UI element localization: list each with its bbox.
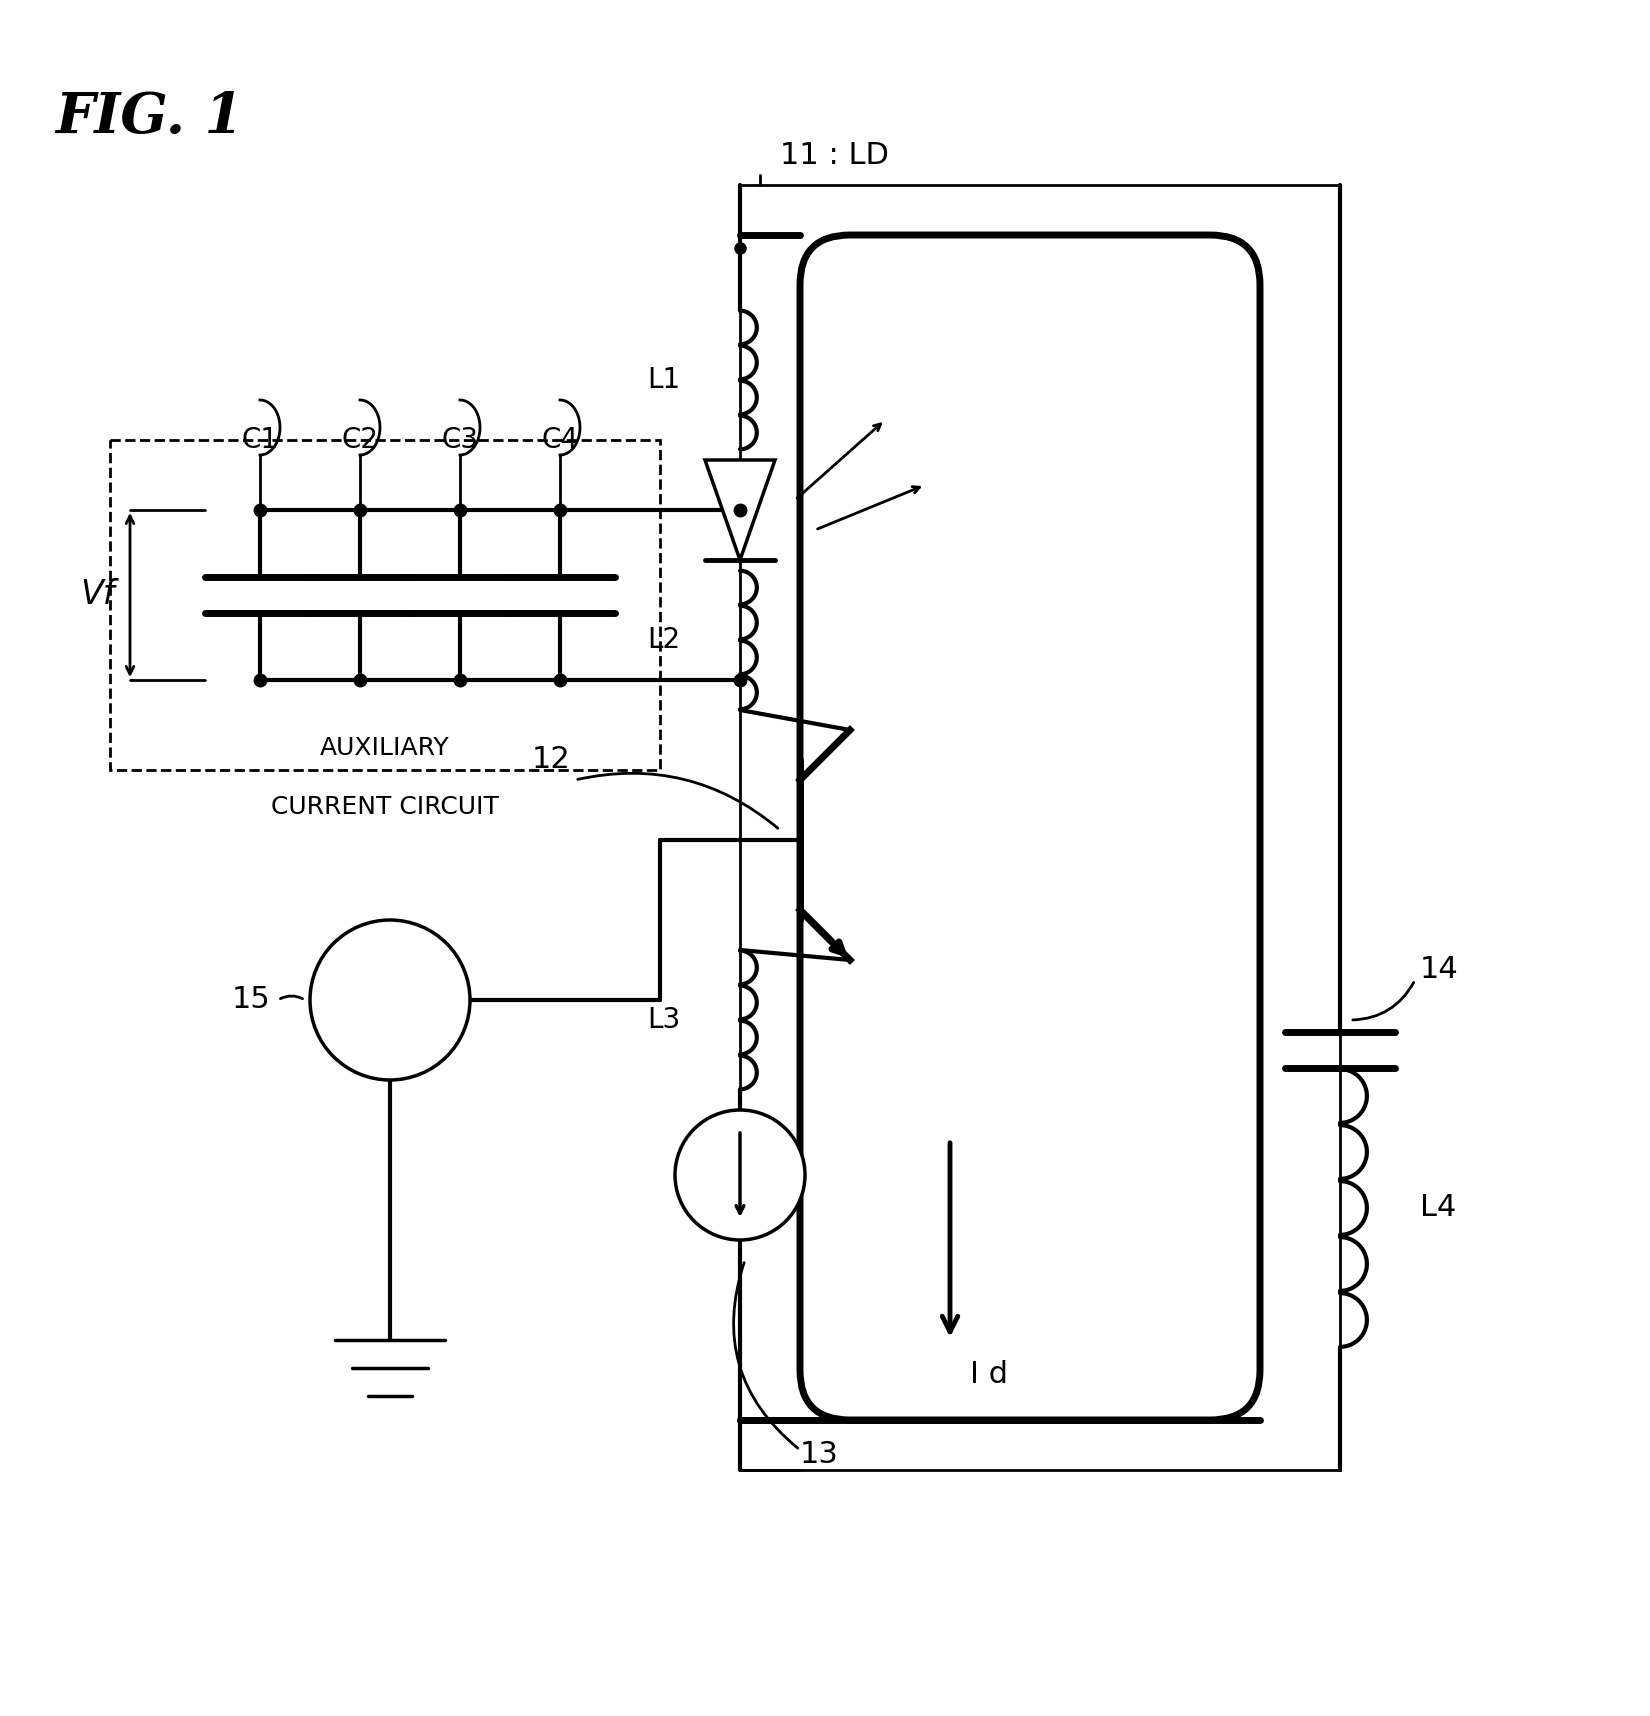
Text: C2: C2: [342, 426, 378, 455]
Text: 15: 15: [231, 985, 271, 1014]
Text: Vf: Vf: [81, 578, 116, 611]
Text: 14: 14: [1421, 956, 1459, 985]
Text: AUXILIARY: AUXILIARY: [320, 736, 450, 760]
Text: 13: 13: [800, 1440, 838, 1469]
Circle shape: [310, 920, 470, 1079]
Text: L2: L2: [647, 626, 680, 654]
Polygon shape: [705, 460, 775, 559]
Text: 11 : LD: 11 : LD: [780, 141, 889, 170]
Text: L4: L4: [1421, 1194, 1457, 1222]
Text: FIG. 1: FIG. 1: [54, 89, 243, 144]
Text: L3: L3: [647, 1006, 680, 1035]
Circle shape: [675, 1110, 805, 1241]
Text: CURRENT CIRCUIT: CURRENT CIRCUIT: [271, 795, 498, 819]
Text: C1: C1: [241, 426, 279, 455]
Text: L1: L1: [647, 366, 680, 395]
Text: C3: C3: [442, 426, 478, 455]
Text: C4: C4: [541, 426, 579, 455]
Text: 12: 12: [531, 745, 569, 774]
Text: I d: I d: [970, 1361, 1008, 1388]
